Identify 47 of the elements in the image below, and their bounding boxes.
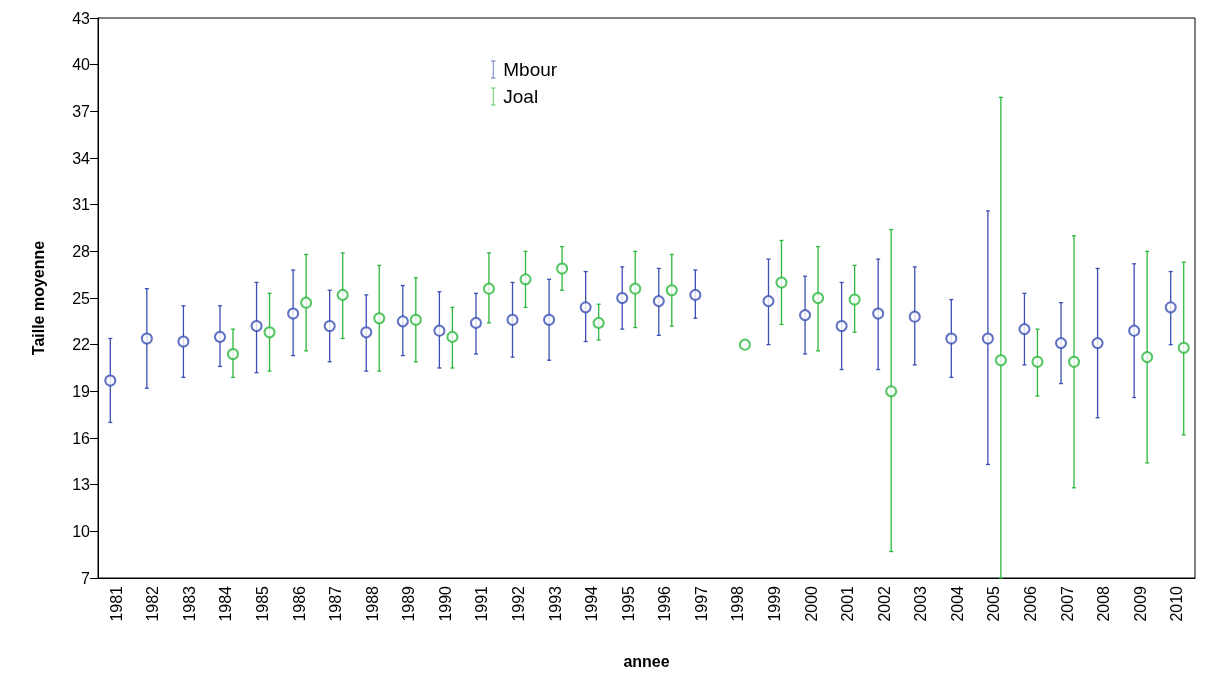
x-tick-label: 1983 [180, 585, 198, 622]
x-tick-label: 2008 [1095, 585, 1113, 622]
x-tick-label: 2009 [1131, 585, 1149, 622]
y-tick-label: 7 [81, 569, 91, 587]
legend-label: Joal [503, 86, 539, 107]
y-tick-label: 25 [72, 289, 91, 307]
x-tick-label: 1994 [583, 585, 601, 622]
x-tick-label: 1988 [363, 585, 381, 622]
x-tick-label: 1986 [290, 585, 308, 622]
x-tick-label: 2000 [802, 585, 820, 622]
y-axis-title: Taille moyenne [29, 240, 47, 356]
x-tick-label: 2003 [912, 585, 930, 622]
x-tick-label: 1984 [217, 585, 235, 622]
x-tick-label: 2005 [985, 585, 1003, 622]
x-tick-label: 1991 [473, 585, 491, 622]
x-tick-label: 2002 [875, 585, 893, 622]
x-tick-label: 1981 [107, 585, 125, 622]
x-tick-label: 1998 [729, 585, 747, 622]
x-axis-title: annee [623, 652, 670, 670]
x-tick-label: 1996 [656, 585, 674, 622]
y-tick-label: 43 [72, 9, 91, 27]
x-tick-label: 1997 [692, 585, 710, 622]
y-tick-label: 40 [72, 56, 91, 74]
legend-label: Mbour [503, 59, 558, 80]
y-tick-label: 37 [72, 102, 91, 120]
x-tick-label: 1987 [327, 585, 345, 622]
y-tick-label: 10 [72, 522, 91, 540]
y-tick-label: 31 [72, 196, 91, 214]
x-tick-label: 1982 [144, 585, 162, 622]
x-tick-label: 1989 [400, 585, 418, 622]
x-tick-label: 2010 [1168, 585, 1186, 622]
x-tick-label: 1999 [765, 585, 783, 622]
x-tick-label: 1993 [546, 585, 564, 622]
y-tick-label: 16 [72, 429, 91, 447]
y-tick-label: 13 [72, 476, 91, 494]
x-tick-label: 1992 [510, 585, 528, 622]
y-tick-label: 34 [72, 149, 91, 167]
y-tick-label: 22 [72, 336, 91, 354]
x-tick-label: 2004 [948, 585, 966, 622]
y-tick-label: 19 [72, 382, 91, 400]
x-tick-label: 1985 [254, 585, 272, 622]
x-tick-label: 1995 [619, 585, 637, 622]
x-tick-label: 2001 [839, 585, 857, 622]
x-tick-label: 2006 [1021, 585, 1039, 622]
x-tick-label: 1990 [436, 585, 454, 622]
x-tick-label: 2007 [1058, 585, 1076, 622]
y-tick-label: 28 [72, 242, 91, 260]
